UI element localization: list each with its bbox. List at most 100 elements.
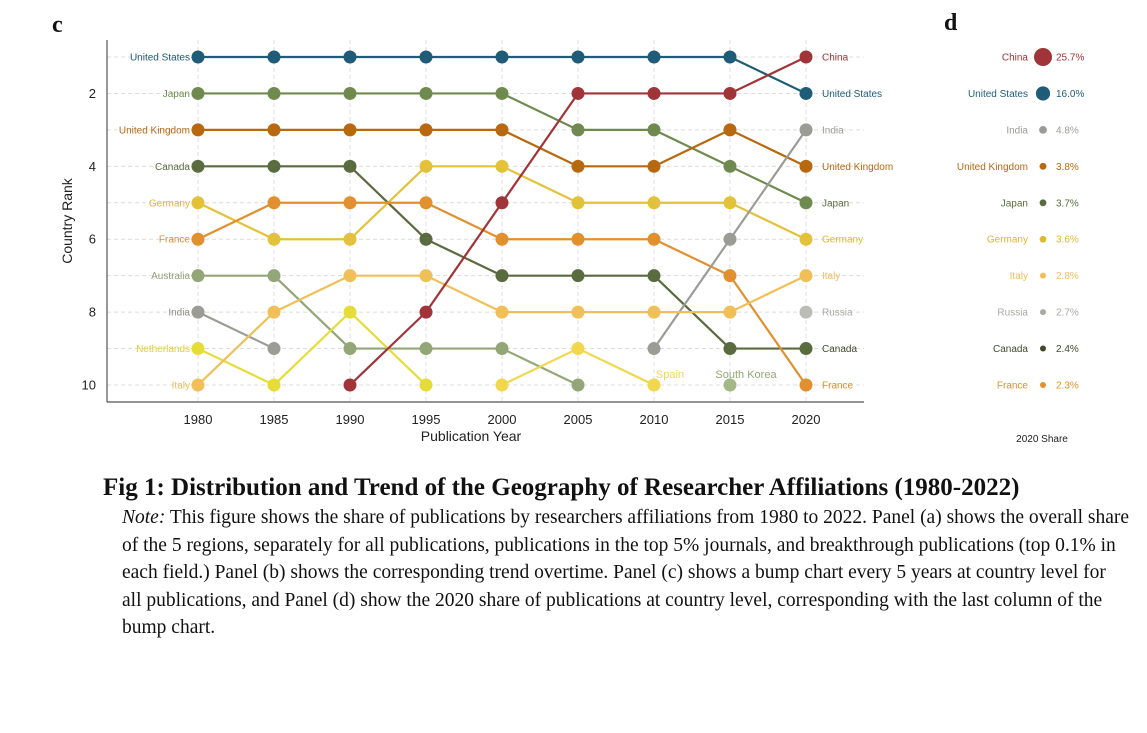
share-value: 2.7% (1056, 308, 1079, 319)
left-label-italy: Italy (172, 381, 190, 392)
point-china (419, 305, 433, 319)
point-india (799, 123, 813, 137)
point-united-states (571, 50, 585, 64)
x-tick-label: 1995 (412, 412, 441, 427)
right-label-germany: Germany (822, 235, 863, 246)
panel-c-label: c (52, 12, 63, 38)
point-canada (191, 159, 205, 173)
x-tick-label: 2010 (640, 412, 669, 427)
share-value: 4.8% (1056, 125, 1079, 136)
x-tick-label: 1980 (184, 412, 213, 427)
left-label-germany: Germany (149, 198, 190, 209)
share-bubble (1040, 345, 1046, 352)
point-united-states (191, 50, 205, 64)
point-china (799, 50, 813, 64)
point-china (647, 86, 661, 100)
right-label-united-states: United States (822, 89, 882, 100)
left-label-netherlands: Netherlands (136, 344, 190, 355)
share-bubble (1040, 309, 1046, 316)
figure-caption: Fig 1: Distribution and Trend of the Geo… (100, 474, 1130, 642)
point-united-kingdom (723, 123, 737, 137)
y-axis-label: Country Rank (59, 177, 75, 264)
share-name: Japan (1001, 198, 1028, 209)
point-france (799, 378, 813, 392)
point-france (343, 196, 357, 210)
point-italy (343, 269, 357, 283)
share-bubble (1039, 235, 1047, 243)
point-australia (343, 342, 357, 356)
point-canada (647, 269, 661, 283)
share-row-china: China 25.7% (1002, 48, 1084, 66)
point-united-kingdom (571, 159, 585, 173)
right-label-united-kingdom: United Kingdom (822, 162, 893, 173)
share-chart: China 25.7% United States 16.0% India 4.8% Uni… (957, 48, 1084, 445)
point-united-states (267, 50, 281, 64)
point-united-kingdom (419, 123, 433, 137)
x-tick-label: 2005 (564, 412, 593, 427)
point-united-kingdom (495, 123, 509, 137)
share-value: 2.3% (1056, 381, 1079, 392)
point-japan (343, 86, 357, 100)
point-france (419, 196, 433, 210)
x-tick-label: 2000 (488, 412, 517, 427)
share-name: China (1002, 53, 1029, 64)
share-bubble (1039, 125, 1047, 134)
left-label-australia: Australia (151, 271, 190, 282)
series-germany (191, 159, 813, 246)
chart-axes: 1980 1985 1990 1995 2000 2005 2010 2015 2020 2 4 6 8… (59, 40, 864, 444)
series-italy (191, 269, 813, 392)
share-bubble (1034, 48, 1052, 66)
point-germany (723, 196, 737, 210)
point-netherlands (267, 378, 281, 392)
point-united-kingdom (343, 123, 357, 137)
series-russia (799, 305, 813, 319)
left-label-united-states: United States (130, 53, 190, 64)
point-japan (723, 159, 737, 173)
share-value: 3.7% (1056, 198, 1079, 209)
point-italy (495, 305, 509, 319)
series-france (191, 196, 813, 392)
share-value: 25.7% (1056, 53, 1084, 64)
point-netherlands (343, 305, 357, 319)
bump-chart: 1980 1985 1990 1995 2000 2005 2010 2015 2020 2 4 6 8… (59, 40, 893, 444)
point-germany (343, 232, 357, 246)
point-australia (495, 342, 509, 356)
right-label-france: France (822, 381, 854, 392)
point-germany (571, 196, 585, 210)
caption-note-text: This figure shows the share of publicati… (122, 507, 1130, 638)
share-row-italy: Italy 2.8% (1010, 271, 1079, 282)
share-value: 3.6% (1056, 235, 1079, 246)
series-canada (191, 159, 813, 356)
right-label-japan: Japan (822, 198, 849, 209)
point-japan (799, 196, 813, 210)
point-spain (647, 378, 661, 392)
right-label-russia: Russia (822, 308, 853, 319)
point-italy (571, 305, 585, 319)
point-australia (571, 378, 585, 392)
point-germany (647, 196, 661, 210)
share-row-india: India 4.8% (1006, 125, 1079, 136)
share-value: 3.8% (1056, 162, 1079, 173)
point-france (191, 232, 205, 246)
left-label-japan: Japan (163, 89, 190, 100)
series-united-kingdom (191, 123, 813, 173)
x-axis-label: Publication Year (421, 428, 522, 444)
share-name: Italy (1010, 271, 1028, 282)
right-label-china: China (822, 53, 849, 64)
point-china (495, 196, 509, 210)
chart-series (191, 50, 813, 392)
share-value: 16.0% (1056, 89, 1084, 100)
point-india (191, 305, 205, 319)
point-canada (267, 159, 281, 173)
series-united-states (191, 50, 813, 100)
share-name: India (1006, 125, 1028, 136)
share-bubble (1040, 382, 1046, 388)
point-china (343, 378, 357, 392)
point-united-states (723, 50, 737, 64)
share-value: 2.4% (1056, 344, 1079, 355)
share-name: United States (968, 89, 1028, 100)
point-united-states (419, 50, 433, 64)
point-italy (419, 269, 433, 283)
share-row-germany: Germany 3.6% (987, 235, 1079, 246)
point-united-kingdom (267, 123, 281, 137)
